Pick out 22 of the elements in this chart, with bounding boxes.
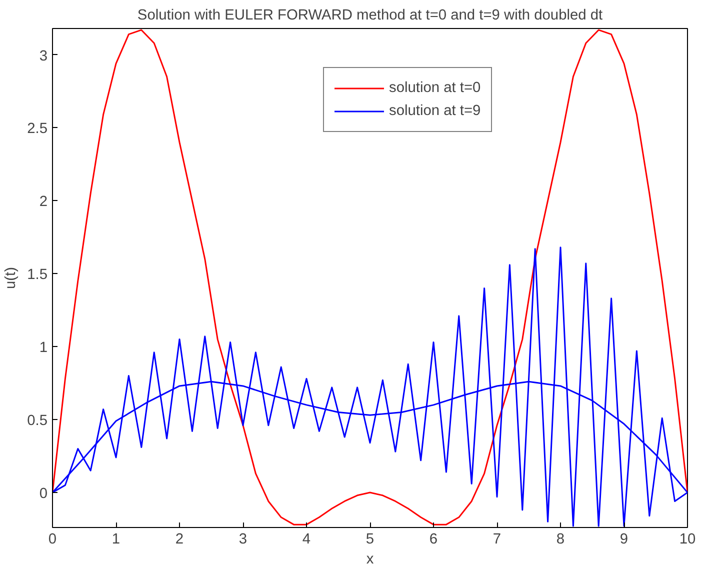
- legend-label: solution at t=0: [389, 80, 481, 96]
- x-tick-label: 1: [112, 532, 120, 548]
- y-tick-label: 0.5: [27, 413, 48, 430]
- x-tick-label: 7: [492, 532, 502, 548]
- x-tick-label: 2: [175, 532, 184, 548]
- y-tick-label: 2.5: [27, 121, 48, 138]
- x-tick-label: 8: [556, 532, 565, 548]
- x-tick-label: 9: [620, 532, 628, 548]
- y-axis-title: u(t): [3, 267, 20, 289]
- y-tick-label: 0: [39, 486, 48, 502]
- x-tick-label: 10: [679, 532, 696, 548]
- chart-title: Solution with EULER FORWARD method at t=0 and t=9 with doubled dt: [137, 8, 603, 24]
- y-tick-label: 1: [39, 340, 48, 356]
- x-axis-title: x: [366, 552, 374, 568]
- x-tick-label: 5: [366, 532, 374, 548]
- x-tick-label: 6: [429, 532, 438, 548]
- legend-label: solution at t=9: [389, 103, 481, 119]
- x-tick-label: 3: [238, 532, 248, 548]
- y-tick-label: 2: [39, 194, 48, 210]
- y-tick-label: 1.5: [27, 267, 48, 284]
- y-tick-label: 3: [39, 48, 48, 64]
- x-tick-label: 4: [302, 532, 311, 548]
